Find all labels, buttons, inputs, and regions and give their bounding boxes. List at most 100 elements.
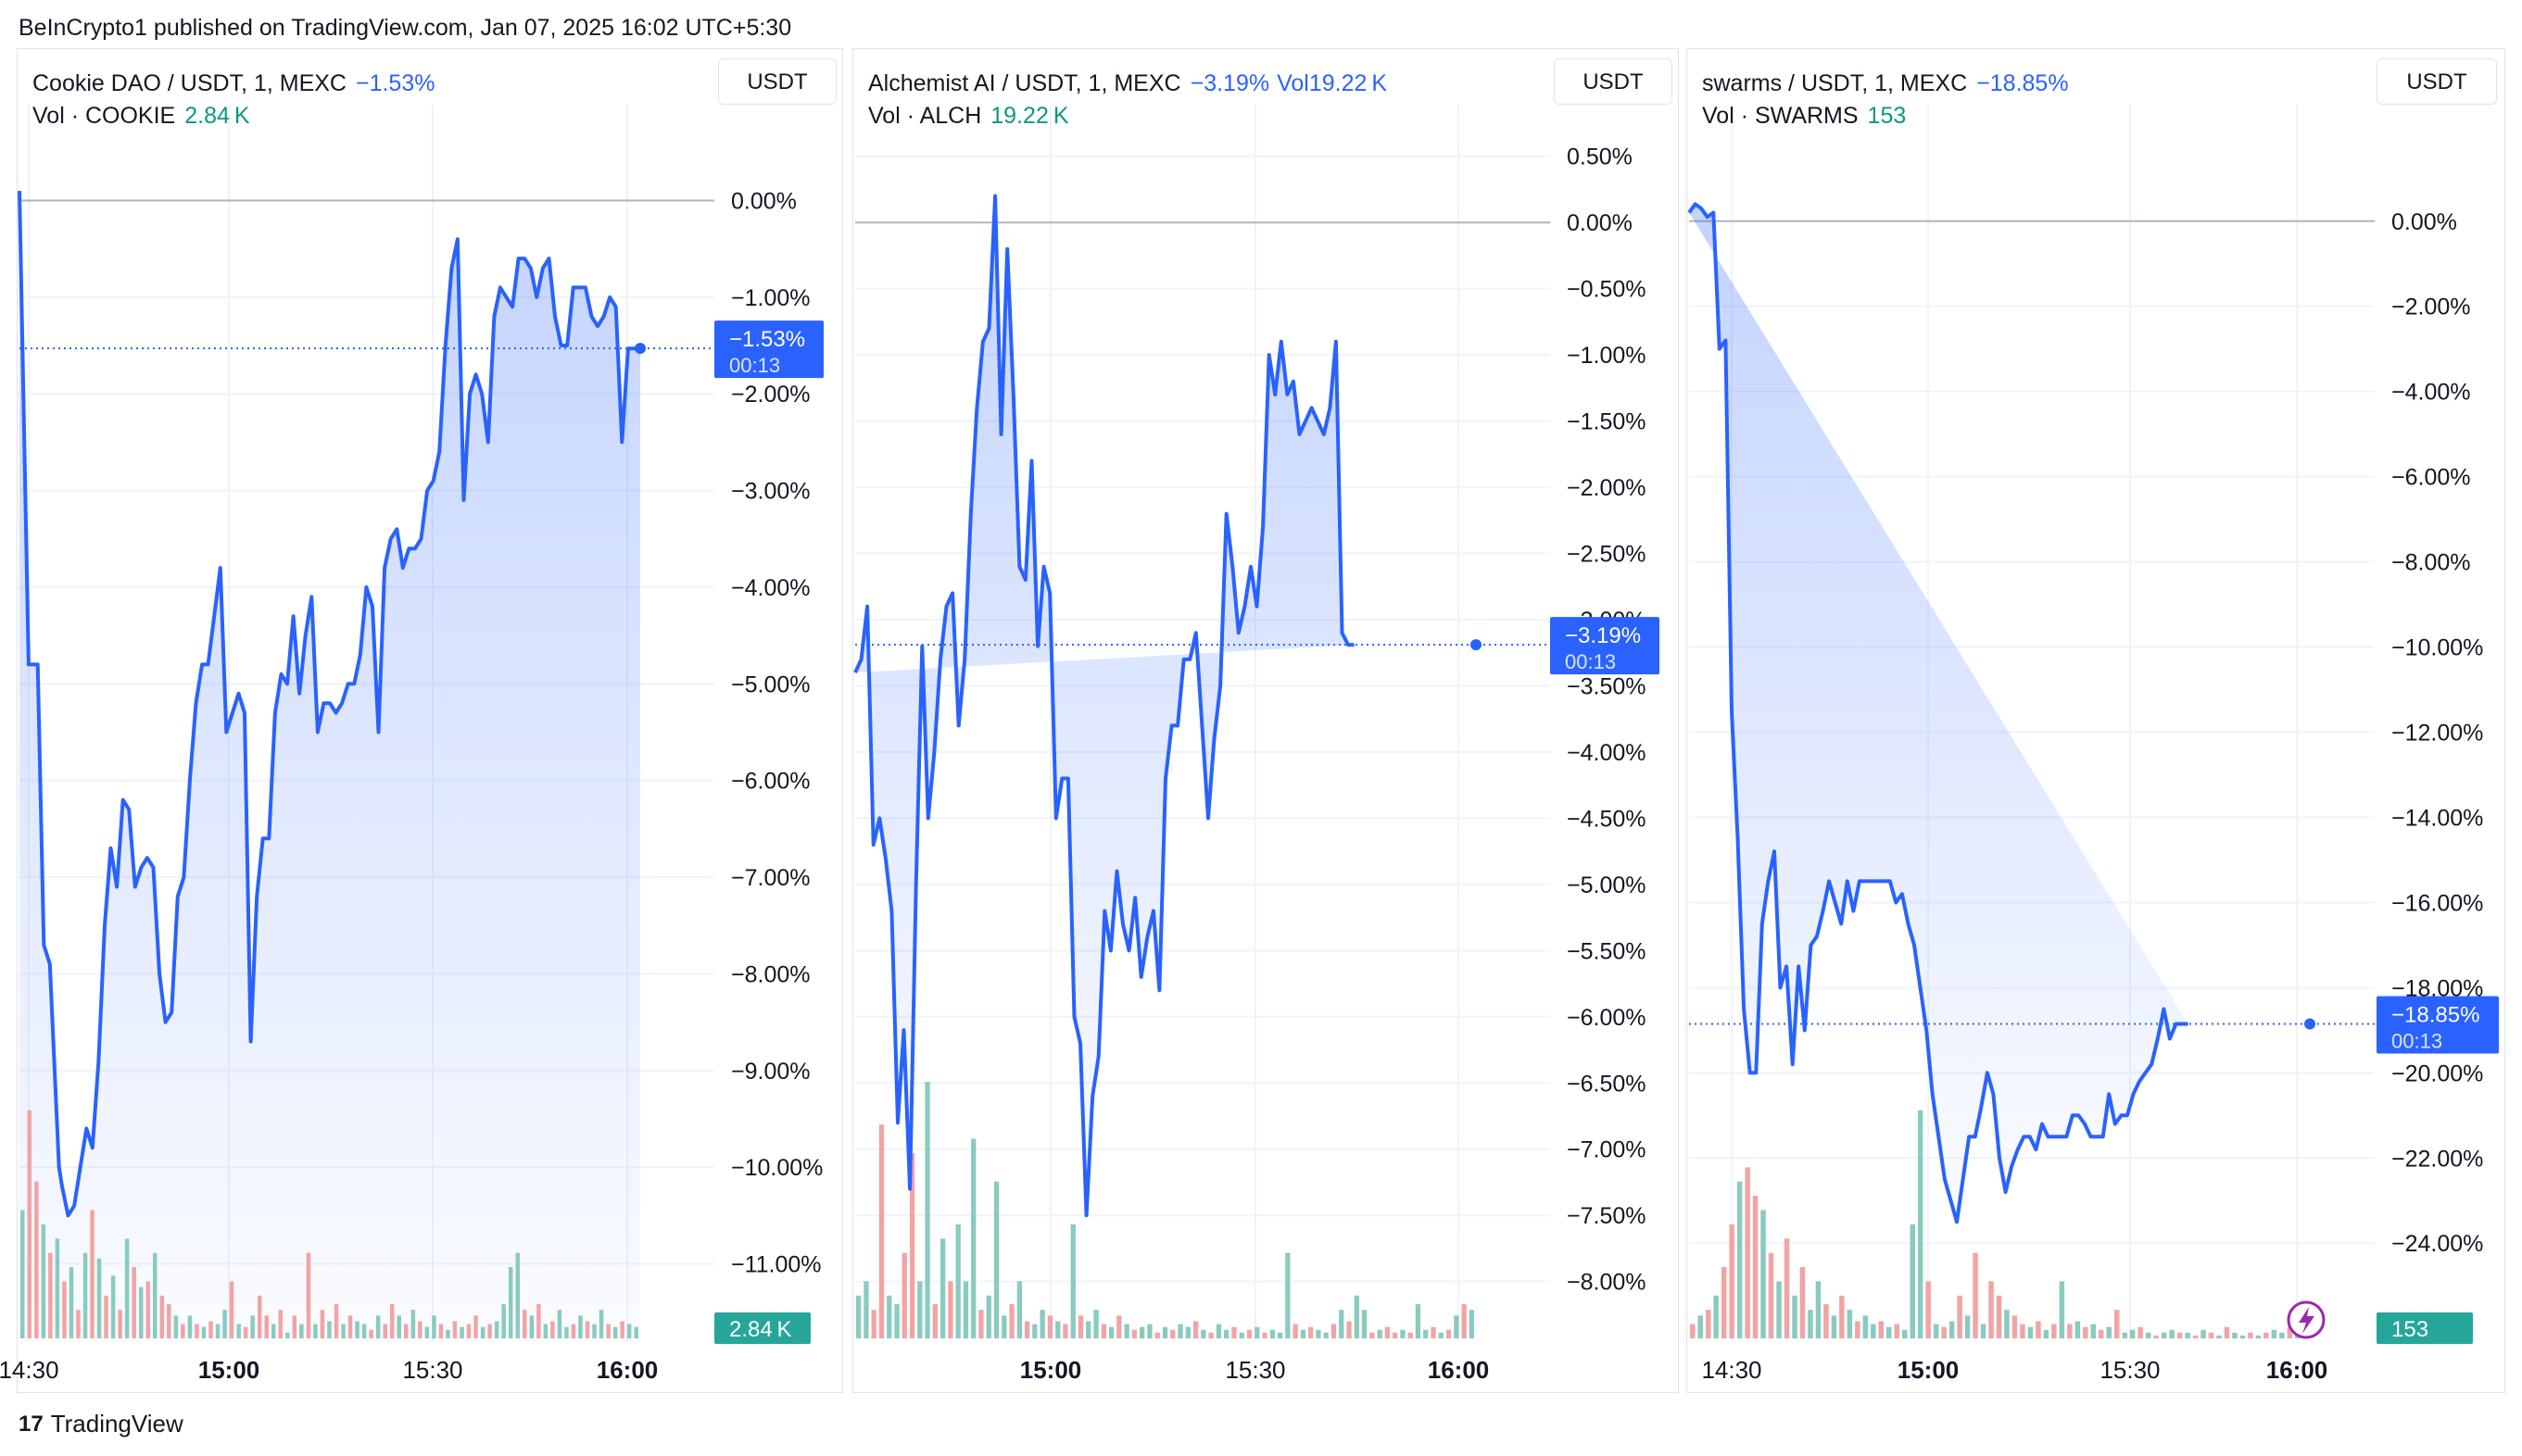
volume-bar — [2169, 1329, 2175, 1338]
volume-bar — [424, 1326, 430, 1338]
volume-bar — [432, 1315, 436, 1338]
volume-bar — [41, 1224, 46, 1338]
volume-bar — [550, 1321, 555, 1338]
chart-legend: Alchemist AI / USDT, 1, MEXC −3.19% Vol19.… — [868, 68, 1387, 132]
volume-value: 153 — [1867, 103, 1907, 129]
volume-bar — [446, 1329, 450, 1338]
volume-bar — [626, 1324, 632, 1338]
volume-bar — [1445, 1329, 1452, 1338]
volume-bar — [1894, 1324, 1899, 1338]
tradingview-footer[interactable]: 17 TradingView — [19, 1410, 183, 1438]
volume-bar — [2192, 1335, 2199, 1338]
volume-bar — [473, 1315, 478, 1338]
chart-panel-cookie[interactable]: 0.00% −1.00% −2.00% −3.00% −4.00% −5.00% −6.00… — [0, 48, 844, 1394]
volume-bar — [2153, 1335, 2159, 1338]
y-tick-label: −16.00% — [2391, 890, 2483, 916]
volume-bar — [2145, 1332, 2151, 1338]
volume-bar — [2011, 1315, 2018, 1338]
y-tick-label: −3.50% — [1567, 673, 1646, 699]
volume-bar — [34, 1181, 39, 1338]
volume-bar — [1239, 1332, 1244, 1338]
volume-bar — [620, 1321, 624, 1338]
volume-bar — [1760, 1210, 1766, 1338]
volume-bar — [963, 1281, 969, 1338]
volume-bar — [2248, 1332, 2253, 1338]
volume-bar — [1354, 1295, 1359, 1338]
y-tick-label: −8.00% — [2391, 550, 2471, 576]
volume-bar — [208, 1321, 213, 1338]
volume-bar — [612, 1326, 618, 1338]
volume-bar — [2099, 1329, 2104, 1338]
y-tick-label: −5.50% — [1567, 938, 1646, 964]
volume-bar — [2255, 1335, 2262, 1338]
x-tick-label: 15:30 — [1225, 1356, 1285, 1384]
volume-bar — [1016, 1281, 1022, 1338]
chart-panel-alchemist[interactable]: 0.50% 0.00% −0.50% −1.00% −1.50% −2.00% −2.50%… — [852, 48, 1679, 1393]
volume-bar — [243, 1326, 248, 1338]
volume-bar — [118, 1310, 122, 1338]
currency-unit-button[interactable]: USDT — [1554, 58, 1672, 105]
volume-bar — [460, 1326, 464, 1338]
chart-svg[interactable]: 0.00% −2.00% −4.00% −6.00% −8.00% −10.00% −12.… — [1687, 49, 2506, 1394]
volume-bar — [1980, 1324, 1986, 1338]
volume-bar — [1902, 1329, 1908, 1338]
volume-bar — [404, 1324, 409, 1338]
x-tick-label: 14:30 — [0, 1356, 59, 1384]
price-area — [855, 195, 1355, 1216]
price-badge — [1550, 617, 1659, 675]
volume-bar — [1847, 1310, 1853, 1338]
volume-bar — [1706, 1310, 1711, 1338]
currency-unit-button[interactable]: USDT — [718, 58, 837, 105]
volume-bar — [1101, 1324, 1106, 1338]
volume-bar — [1996, 1295, 2002, 1338]
volume-bar — [1140, 1326, 1145, 1338]
volume-bar — [1407, 1332, 1413, 1338]
chart-svg[interactable]: 0.00% −1.00% −2.00% −3.00% −4.00% −5.00% −6.00… — [0, 49, 844, 1394]
volume-bar — [1063, 1324, 1068, 1338]
chart-title: Alchemist AI / USDT, 1, MEXC — [868, 70, 1181, 96]
volume-bar — [145, 1281, 150, 1338]
volume-bar — [173, 1315, 179, 1338]
volume-bar — [1713, 1295, 1719, 1338]
currency-unit-button[interactable]: USDT — [2377, 58, 2497, 105]
chart-panel-swarms[interactable]: 0.00% −2.00% −4.00% −6.00% −8.00% −10.00% −12.… — [1686, 48, 2505, 1393]
volume-bar — [62, 1281, 67, 1338]
volume-bar — [1032, 1324, 1038, 1338]
chart-svg[interactable]: 0.50% 0.00% −0.50% −1.00% −1.50% −2.00% −2.50%… — [853, 49, 1680, 1394]
volume-bar — [2287, 1326, 2293, 1338]
volume-bar — [932, 1304, 938, 1338]
volume-bar — [2027, 1326, 2034, 1338]
volume-bar — [1871, 1324, 1876, 1338]
volume-bar — [509, 1267, 513, 1338]
volume-bar — [986, 1295, 991, 1338]
y-tick-label: −11.00% — [731, 1252, 822, 1278]
volume-bar — [48, 1252, 53, 1338]
volume-bar — [55, 1238, 60, 1338]
volume-bar — [494, 1321, 499, 1338]
volume-value: 19.22 K — [990, 103, 1069, 129]
volume-bar — [894, 1304, 900, 1338]
volume-bar — [2224, 1326, 2230, 1338]
volume-bar — [578, 1315, 583, 1338]
volume-bar — [1154, 1332, 1160, 1338]
volume-bar — [2036, 1321, 2041, 1338]
volume-bar — [1293, 1324, 1298, 1338]
volume-bar — [438, 1324, 444, 1338]
y-tick-label: −14.00% — [2391, 805, 2483, 831]
volume-bar — [536, 1304, 541, 1338]
price-badge — [714, 320, 824, 379]
volume-bar — [2043, 1329, 2049, 1338]
volume-bar — [327, 1321, 332, 1338]
volume-bar — [2059, 1281, 2065, 1338]
publish-header: BeInCrypto1 published on TradingView.com… — [19, 15, 792, 41]
price-area — [19, 191, 640, 1342]
volume-bar — [1025, 1321, 1030, 1338]
volume-bar — [76, 1310, 81, 1338]
price-badge-value: −18.85% — [2391, 1002, 2479, 1027]
volume-bar — [375, 1315, 381, 1338]
volume-bar — [1917, 1110, 1923, 1338]
volume-bar — [1262, 1332, 1267, 1338]
volume-bar — [1009, 1304, 1015, 1338]
volume-bar — [397, 1315, 401, 1338]
volume-bar — [306, 1252, 311, 1338]
